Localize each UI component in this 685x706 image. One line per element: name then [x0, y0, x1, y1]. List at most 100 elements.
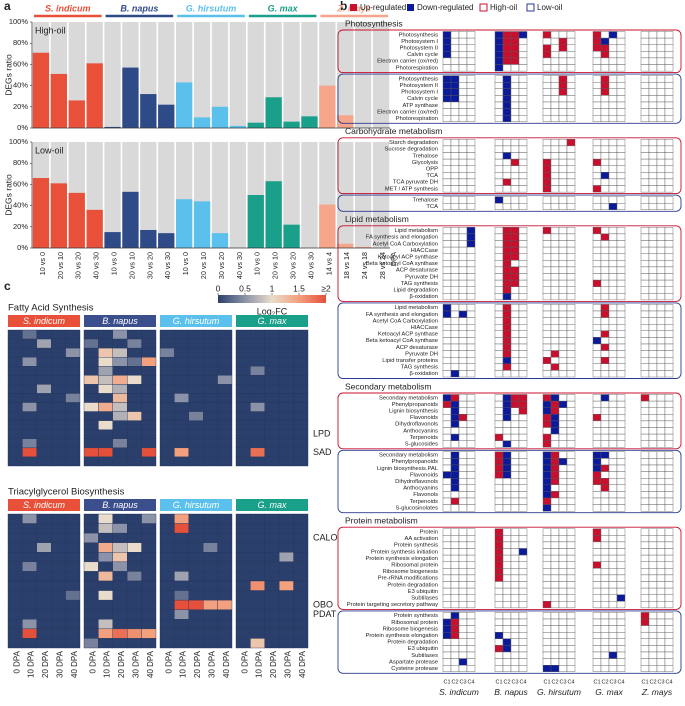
regulation-cell — [558, 266, 568, 274]
regulation-cell — [566, 233, 576, 241]
regulation-cell — [450, 114, 460, 122]
heatmap-cell — [126, 447, 142, 458]
regulation-cell — [518, 227, 528, 235]
heatmap-cell — [7, 411, 23, 421]
heatmap-cell — [22, 571, 37, 582]
regulation-cell — [494, 286, 504, 294]
column-label: C1 — [495, 679, 502, 685]
regulation-cell — [518, 440, 528, 448]
legend-label: Up-regulated — [360, 3, 406, 12]
heatmap-cell — [112, 580, 128, 591]
regulation-cell — [450, 548, 460, 556]
regulation-cell — [494, 427, 504, 435]
regulation-cell — [600, 427, 610, 435]
regulation-cell — [550, 651, 560, 659]
regulation-cell — [458, 279, 468, 287]
regulation-cell — [566, 638, 576, 646]
regulation-cell — [502, 651, 512, 659]
regulation-cell — [616, 427, 626, 435]
regulation-cell — [458, 227, 468, 235]
regulation-cell — [566, 645, 576, 653]
regulation-cell — [664, 548, 674, 556]
heatmap-cell — [36, 438, 52, 449]
regulation-cell — [616, 139, 626, 147]
row-label: Cysteine protease — [391, 666, 438, 672]
heatmap-cell — [126, 329, 142, 340]
regulation-cell — [566, 114, 576, 122]
x-tick-label: 30 DPA — [132, 650, 141, 678]
regulation-cell — [600, 88, 610, 96]
regulation-cell — [550, 185, 560, 193]
regulation-cell — [502, 601, 512, 609]
regulation-cell — [566, 350, 576, 358]
heatmap-cell — [65, 438, 81, 449]
regulation-cell — [558, 414, 568, 422]
regulation-cell — [518, 196, 528, 204]
heatmap-cell — [65, 590, 81, 601]
regulation-cell — [592, 464, 602, 472]
regulation-cell — [550, 612, 560, 620]
regulation-cell — [664, 114, 674, 122]
regulation-cell — [640, 185, 650, 193]
regulation-cell — [656, 178, 666, 186]
regulation-cell — [518, 587, 528, 595]
regulation-cell — [518, 625, 528, 633]
x-tick-label: 20 DPA — [193, 650, 202, 678]
regulation-cell — [466, 491, 476, 499]
regulation-cell — [656, 75, 666, 83]
regulation-cell — [494, 202, 504, 210]
regulation-cell — [640, 638, 650, 646]
regulation-cell — [664, 266, 674, 274]
heatmap-cell — [126, 357, 142, 367]
regulation-cell — [600, 279, 610, 287]
regulation-cell — [640, 370, 650, 378]
regulation-cell — [518, 178, 528, 186]
regulation-cell — [648, 152, 658, 160]
regulation-cell — [616, 574, 626, 582]
regulation-cell — [648, 548, 658, 556]
heatmap-cell — [65, 609, 81, 620]
row-label: Sucrose degradation — [385, 147, 439, 153]
bar — [265, 181, 282, 248]
regulation-cell — [518, 574, 528, 582]
regulation-cell — [442, 260, 452, 268]
regulation-cell — [616, 658, 626, 666]
regulation-cell — [608, 172, 618, 180]
heatmap-cell — [126, 619, 142, 630]
regulation-cell — [510, 651, 520, 659]
heatmap-cell — [235, 447, 251, 458]
regulation-cell — [550, 370, 560, 378]
regulation-cell — [494, 253, 504, 261]
x-tick-label: 30 DPA — [56, 650, 65, 678]
regulation-cell — [608, 440, 618, 448]
regulation-cell — [648, 370, 658, 378]
regulation-cell — [542, 458, 552, 466]
regulation-cell — [656, 414, 666, 422]
heatmap-cell — [264, 329, 280, 340]
regulation-cell — [656, 632, 666, 640]
regulation-cell — [566, 491, 576, 499]
row-label: Electron carrier (ox/red) — [377, 109, 438, 115]
regulation-cell — [566, 337, 576, 345]
regulation-cell — [664, 427, 674, 435]
regulation-cell — [542, 451, 552, 459]
regulation-cell — [510, 478, 520, 486]
regulation-cell — [442, 491, 452, 499]
regulation-cell — [600, 433, 610, 441]
regulation-cell — [458, 535, 468, 543]
column-label: C4 — [665, 679, 672, 685]
regulation-cell — [458, 317, 468, 325]
regulation-cell — [494, 625, 504, 633]
regulation-cell — [608, 51, 618, 59]
row-label: Ribosome biogenesis — [383, 626, 439, 632]
heatmap-cell — [83, 411, 99, 421]
x-tick-label: 10 vs 0 — [181, 252, 190, 275]
bar-background — [211, 22, 229, 128]
heatmap-cell — [293, 513, 309, 524]
heatmap-cell — [65, 619, 81, 630]
column-label: C2 — [551, 679, 558, 685]
regulation-cell — [640, 37, 650, 45]
regulation-cell — [566, 286, 576, 294]
regulation-cell — [664, 645, 674, 653]
x-tick-label: 0 DPA — [240, 650, 249, 673]
